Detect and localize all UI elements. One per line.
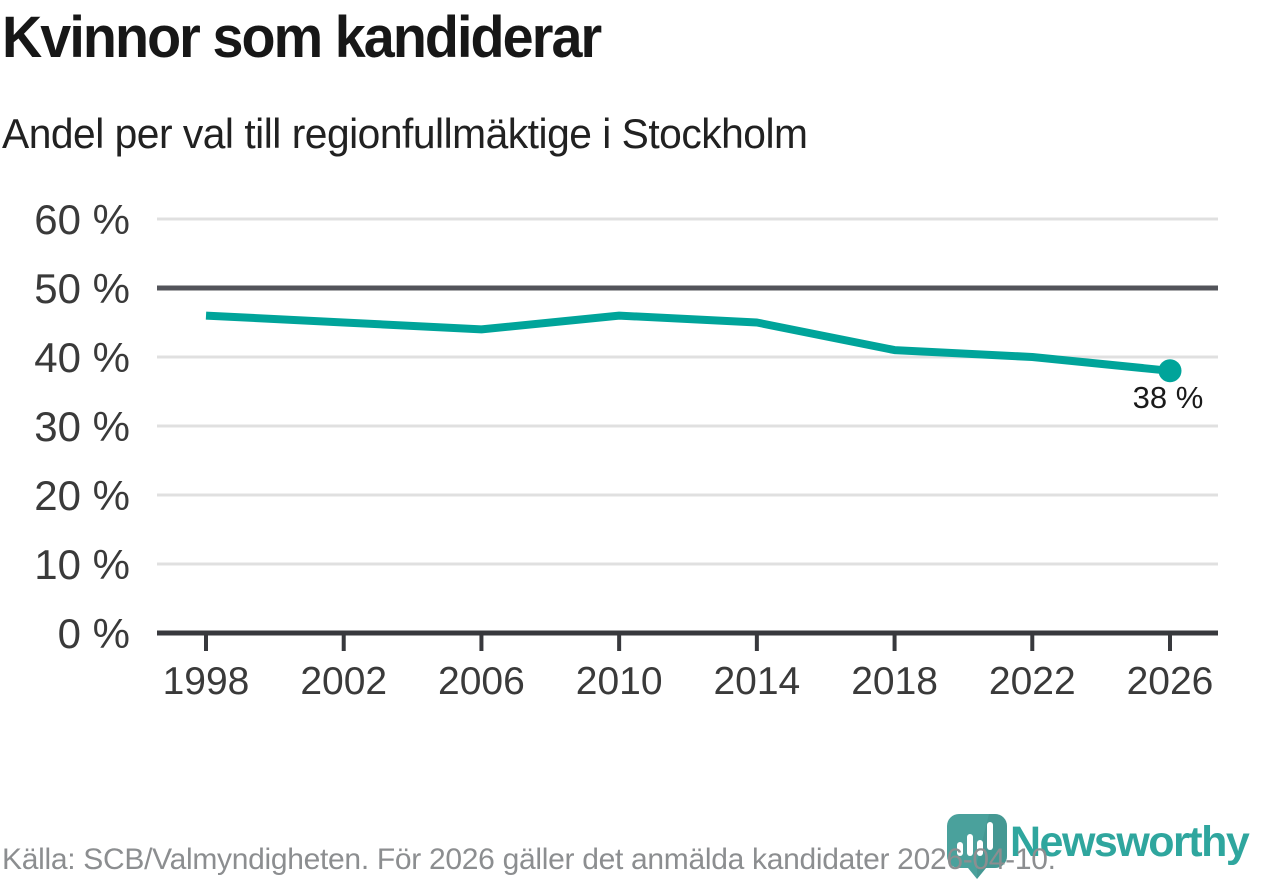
source-note: Källa: SCB/Valmyndigheten. För 2026 gäll… xyxy=(2,843,1056,876)
y-tick-label: 20 % xyxy=(34,472,130,519)
y-tick-label: 10 % xyxy=(34,541,130,588)
x-tick-label: 2006 xyxy=(438,660,525,703)
x-tick-label: 2022 xyxy=(989,660,1076,703)
endpoint-dot xyxy=(1158,359,1182,383)
x-tick-label: 2018 xyxy=(851,660,938,703)
chart-title: Kvinnor som kandiderar xyxy=(2,5,602,70)
y-tick-label: 60 % xyxy=(34,196,130,243)
chart-subtitle: Andel per val till regionfullmäktige i S… xyxy=(2,110,808,157)
y-tick-label: 40 % xyxy=(34,334,130,381)
x-tick-label: 2002 xyxy=(300,660,387,703)
newsworthy-logo: Newsworthy xyxy=(932,810,1262,879)
endpoint-value-label: 38 % xyxy=(1133,380,1204,415)
bar-chart-map-pin-icon xyxy=(947,814,1007,879)
x-tick-label: 2014 xyxy=(713,660,800,703)
y-tick-label: 50 % xyxy=(34,265,130,312)
x-tick-label: 2026 xyxy=(1127,660,1214,703)
x-tick-label: 2010 xyxy=(576,660,663,703)
brand-name: Newsworthy xyxy=(1010,818,1250,866)
x-tick-label: 1998 xyxy=(163,660,250,703)
data-line-andel-kvinnor xyxy=(205,311,1171,375)
y-tick-label: 30 % xyxy=(34,403,130,450)
y-tick-label: 0 % xyxy=(58,610,130,657)
